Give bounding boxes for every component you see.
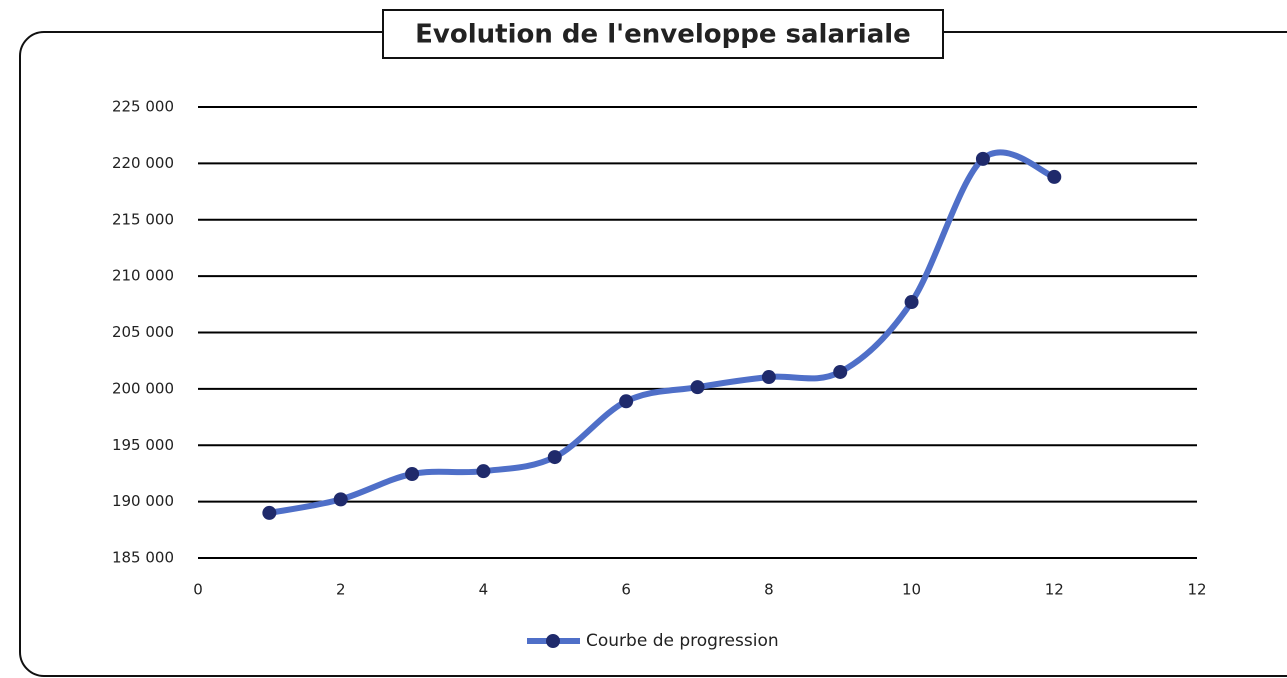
x-tick-label: 10 bbox=[902, 581, 921, 599]
data-point bbox=[975, 151, 990, 166]
chart-title: Evolution de l'enveloppe salariale bbox=[415, 20, 911, 50]
data-point bbox=[405, 467, 420, 482]
x-tick-label: 8 bbox=[764, 581, 774, 599]
legend-marker bbox=[546, 634, 560, 648]
y-tick-label: 220 000 bbox=[112, 154, 174, 172]
x-tick-label: 12 bbox=[1187, 581, 1206, 599]
data-point bbox=[761, 370, 776, 385]
y-tick-label: 215 000 bbox=[112, 210, 174, 228]
y-tick-label: 200 000 bbox=[112, 379, 174, 397]
data-point bbox=[833, 364, 848, 379]
data-point bbox=[619, 394, 634, 409]
data-point bbox=[547, 450, 562, 465]
legend-label: Courbe de progression bbox=[586, 631, 779, 651]
x-tick-label: 0 bbox=[193, 581, 203, 599]
title-box bbox=[382, 9, 944, 59]
data-point bbox=[690, 380, 705, 395]
y-tick-label: 195 000 bbox=[112, 436, 174, 454]
y-tick-label: 190 000 bbox=[112, 492, 174, 510]
y-tick-label: 205 000 bbox=[112, 323, 174, 341]
data-point bbox=[333, 492, 348, 507]
data-point bbox=[1047, 169, 1062, 184]
data-point bbox=[476, 464, 491, 479]
y-tick-label: 225 000 bbox=[112, 98, 174, 116]
x-tick-label: 4 bbox=[479, 581, 489, 599]
frame bbox=[19, 31, 1287, 677]
x-tick-label: 12 bbox=[1045, 581, 1064, 599]
y-tick-label: 210 000 bbox=[112, 267, 174, 285]
data-point bbox=[262, 505, 277, 520]
x-tick-label: 2 bbox=[336, 581, 346, 599]
data-point bbox=[904, 295, 919, 310]
x-tick-label: 6 bbox=[621, 581, 631, 599]
y-tick-label: 185 000 bbox=[112, 549, 174, 567]
